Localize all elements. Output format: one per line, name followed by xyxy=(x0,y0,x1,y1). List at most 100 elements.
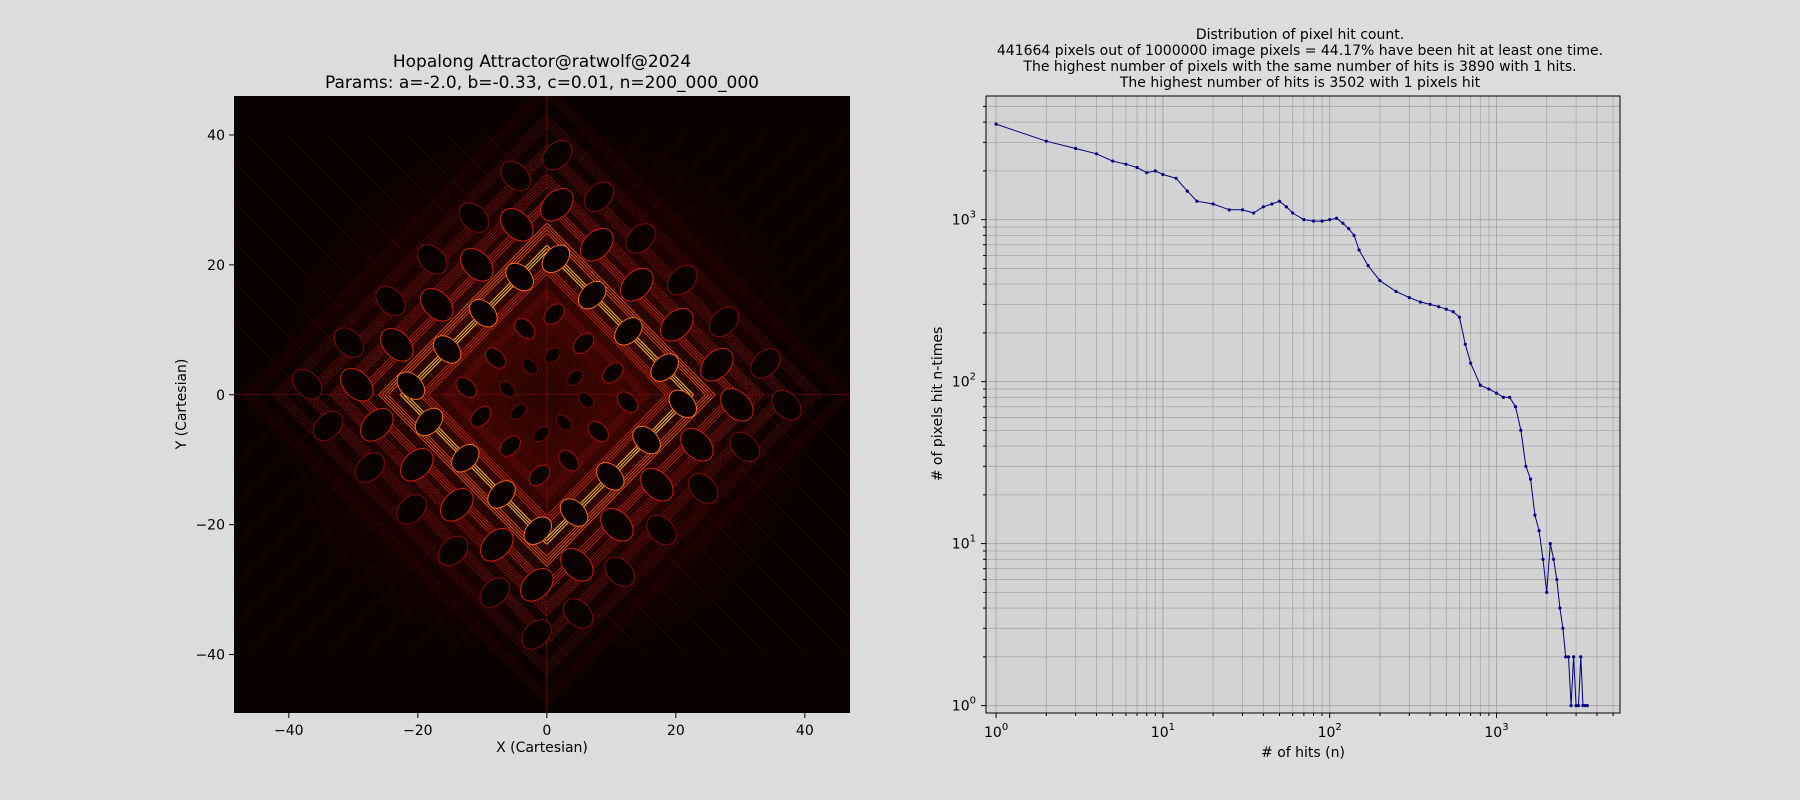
distribution-point xyxy=(1566,655,1571,659)
distribution-point xyxy=(1552,557,1556,561)
attractor-island xyxy=(566,369,584,387)
attractor-island xyxy=(510,403,527,420)
distribution-point xyxy=(1185,189,1189,193)
attractor-island xyxy=(616,391,639,413)
attractor-island xyxy=(487,480,516,509)
distribution-point xyxy=(1357,248,1361,252)
distribution-point xyxy=(1335,216,1339,220)
distribution-point xyxy=(1135,165,1139,170)
distribution-point xyxy=(1227,208,1231,212)
attractor-island xyxy=(484,347,507,369)
distribution-point xyxy=(1585,703,1589,708)
attractor-island xyxy=(680,427,714,462)
attractor-ytick-label: −40 xyxy=(195,648,225,664)
distribution-point xyxy=(1555,577,1559,582)
attractor-island xyxy=(543,303,565,325)
distribution-title-line-4: The highest number of hits is 3502 with … xyxy=(1119,75,1481,91)
distribution-point xyxy=(1524,464,1528,468)
distribution-title-line-2: 441664 pixels out of 1000000 image pixel… xyxy=(997,43,1603,59)
attractor-island xyxy=(479,577,510,608)
attractor-xtick-label: −40 xyxy=(274,723,304,739)
attractor-ylabel: Y (Cartesian) xyxy=(174,359,190,451)
distribution-series xyxy=(994,122,1589,708)
attractor-island xyxy=(420,287,454,322)
attractor-island xyxy=(340,367,374,402)
distribution-point xyxy=(1569,703,1573,708)
distribution-point xyxy=(1437,305,1441,309)
attractor-island xyxy=(558,450,580,472)
attractor-image xyxy=(234,96,850,713)
distribution-frame xyxy=(985,95,1621,714)
distribution-point xyxy=(1277,199,1282,203)
distribution-point xyxy=(1528,477,1533,481)
attractor-island xyxy=(614,317,643,346)
distribution-point xyxy=(1576,703,1581,708)
attractor-island xyxy=(451,443,480,473)
distribution-ytick-label: 100 xyxy=(952,696,976,715)
attractor-island xyxy=(544,347,561,364)
distribution-point xyxy=(1240,208,1245,212)
distribution-point xyxy=(1261,205,1265,209)
distribution-point xyxy=(1537,529,1541,533)
attractor-island xyxy=(458,202,490,233)
attractor-island xyxy=(562,598,594,629)
attractor-island xyxy=(480,527,514,562)
attractor-island xyxy=(432,335,462,364)
attractor-island xyxy=(312,410,344,442)
distribution-point xyxy=(1469,361,1473,365)
attractor-island xyxy=(380,327,414,362)
distribution-point xyxy=(1513,405,1518,409)
attractor-island xyxy=(708,306,740,338)
attractor-island xyxy=(583,181,615,213)
attractor-island xyxy=(600,507,634,542)
attractor-island xyxy=(521,358,539,375)
distribution-point xyxy=(1291,211,1295,215)
attractor-axes: −40 −20 0 20 40 −40 −20 0 20 40 xyxy=(195,128,813,739)
attractor-island xyxy=(540,187,574,222)
attractor-island xyxy=(578,392,595,409)
distribution-point xyxy=(1533,513,1537,517)
attractor-island xyxy=(417,244,448,275)
attractor-island xyxy=(514,318,536,340)
attractor-chart: Hopalong Attractor@ratwolf@2024 Params: … xyxy=(174,52,850,756)
distribution-point xyxy=(1572,655,1576,659)
attractor-island xyxy=(460,247,494,282)
distribution-point xyxy=(1564,655,1568,659)
distribution-point xyxy=(1211,202,1215,206)
distribution-xtick-label: 100 xyxy=(984,722,1008,741)
distribution-ylabel: # of pixels hit n-times xyxy=(930,327,946,482)
distribution-point xyxy=(1558,606,1562,610)
attractor-ytick-label: 40 xyxy=(207,128,225,144)
attractor-island xyxy=(620,267,654,302)
distribution-point xyxy=(1501,395,1506,399)
distribution-point xyxy=(1579,655,1583,659)
attractor-ytick-label: 20 xyxy=(207,258,225,274)
attractor-island xyxy=(560,547,594,582)
attractor-xtick-label: 20 xyxy=(667,723,685,739)
attractor-island xyxy=(455,376,477,399)
distribution-point xyxy=(1428,302,1432,306)
distribution-point xyxy=(1153,169,1157,173)
attractor-island xyxy=(640,467,674,502)
distribution-point xyxy=(1574,703,1578,708)
attractor-island xyxy=(720,387,754,422)
attractor-island xyxy=(500,160,531,192)
attractor-island xyxy=(520,567,554,602)
distribution-xlabel: # of hits (n) xyxy=(1261,745,1345,761)
attractor-island xyxy=(687,473,719,504)
distribution-point xyxy=(1378,279,1382,283)
distribution-xtick-label: 103 xyxy=(1484,722,1508,741)
attractor-island xyxy=(400,447,434,482)
distribution-point xyxy=(1347,227,1351,231)
distribution-point xyxy=(1394,289,1398,294)
distribution-title-line-1: Distribution of pixel hit count. xyxy=(1196,27,1404,43)
attractor-island xyxy=(750,348,781,379)
distribution-point xyxy=(1519,428,1523,432)
attractor-island xyxy=(396,494,427,525)
distribution-point xyxy=(1463,342,1467,346)
attractor-island xyxy=(587,420,609,443)
distribution-point xyxy=(1161,172,1165,177)
distribution-xtick-label: 101 xyxy=(1151,722,1175,741)
distribution-point xyxy=(1494,391,1499,395)
distribution-plot-area xyxy=(986,96,1620,713)
